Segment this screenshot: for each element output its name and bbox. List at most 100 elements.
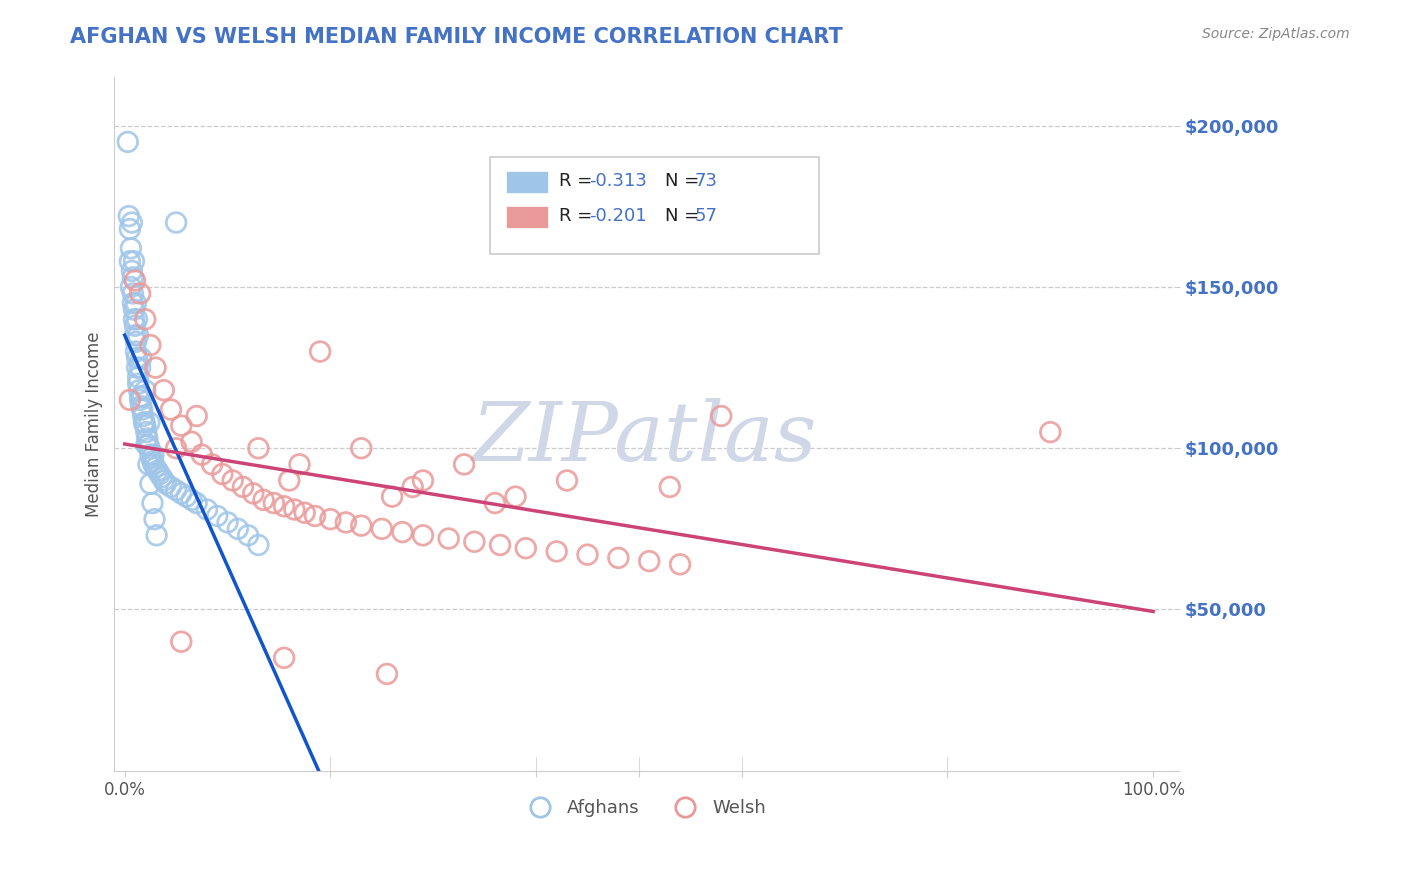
Point (232, 480, 254, 494)
Point (350, 442, 373, 456)
Point (152, 383, 174, 397)
Point (134, 383, 156, 397)
Point (139, 448, 162, 462)
FancyBboxPatch shape (491, 157, 818, 254)
Point (135, 425, 157, 439)
Point (412, 474, 434, 488)
Point (304, 508, 326, 523)
Point (117, 135, 139, 149)
Text: Source: ZipAtlas.com: Source: ZipAtlas.com (1202, 27, 1350, 41)
Point (160, 480, 183, 494)
Point (142, 458, 165, 472)
Point (278, 474, 301, 488)
Point (247, 538, 270, 552)
Point (129, 286, 152, 301)
Text: N =: N = (665, 172, 706, 190)
Point (170, 418, 193, 433)
Point (375, 667, 398, 681)
Point (242, 486, 264, 500)
Text: -0.313: -0.313 (589, 172, 647, 190)
Point (122, 254, 145, 268)
Point (134, 416, 156, 430)
Point (134, 312, 156, 326)
Point (236, 528, 259, 542)
Point (145, 360, 167, 375)
Point (127, 376, 149, 391)
Point (710, 409, 733, 423)
FancyBboxPatch shape (506, 206, 548, 227)
Text: -0.201: -0.201 (589, 207, 647, 225)
Point (453, 458, 475, 472)
Point (294, 506, 316, 520)
Point (122, 270, 145, 285)
Point (463, 534, 485, 549)
Point (139, 338, 162, 352)
Point (170, 634, 193, 648)
Text: R =: R = (560, 172, 599, 190)
Point (125, 360, 148, 375)
Point (263, 496, 285, 510)
Point (127, 328, 149, 343)
Point (122, 312, 145, 326)
Point (283, 502, 305, 516)
Point (127, 370, 149, 384)
Point (195, 502, 218, 516)
Point (136, 432, 159, 446)
Point (226, 522, 249, 536)
Point (252, 492, 274, 507)
Point (125, 334, 148, 349)
Point (180, 492, 202, 507)
Point (273, 500, 295, 514)
Point (145, 528, 167, 542)
Point (132, 409, 155, 423)
Point (120, 280, 142, 294)
Point (139, 476, 162, 491)
Point (160, 402, 183, 417)
Point (391, 525, 413, 540)
Text: R =: R = (560, 207, 599, 225)
Point (515, 541, 537, 556)
Point (201, 458, 224, 472)
Point (149, 467, 172, 481)
Text: N =: N = (665, 207, 706, 225)
Point (555, 474, 578, 488)
Point (129, 360, 152, 375)
Point (371, 522, 394, 536)
Point (288, 458, 311, 472)
Point (121, 215, 143, 229)
Point (350, 518, 373, 533)
Point (437, 532, 460, 546)
Point (319, 512, 342, 526)
Point (120, 241, 142, 255)
Point (122, 296, 145, 310)
Point (124, 274, 146, 288)
Point (118, 392, 141, 407)
Point (211, 467, 233, 481)
Point (381, 490, 404, 504)
Point (155, 476, 177, 491)
Text: AFGHAN VS WELSH MEDIAN FAMILY INCOME CORRELATION CHART: AFGHAN VS WELSH MEDIAN FAMILY INCOME COR… (70, 27, 844, 46)
Point (134, 418, 156, 433)
Point (131, 390, 153, 404)
Point (129, 392, 152, 407)
Point (186, 409, 208, 423)
Point (1039, 425, 1062, 439)
Point (402, 480, 425, 494)
Point (122, 286, 145, 301)
Point (134, 416, 156, 430)
Point (247, 442, 270, 456)
Point (309, 344, 332, 359)
Point (191, 448, 214, 462)
Point (143, 512, 166, 526)
Point (221, 474, 243, 488)
Point (121, 264, 143, 278)
Point (176, 490, 198, 504)
Point (180, 434, 202, 449)
Point (273, 650, 295, 665)
Point (138, 442, 160, 456)
Point (138, 416, 160, 430)
Legend: Afghans, Welsh: Afghans, Welsh (515, 791, 773, 824)
Text: 57: 57 (695, 207, 718, 225)
Point (658, 480, 681, 494)
Point (131, 402, 153, 417)
